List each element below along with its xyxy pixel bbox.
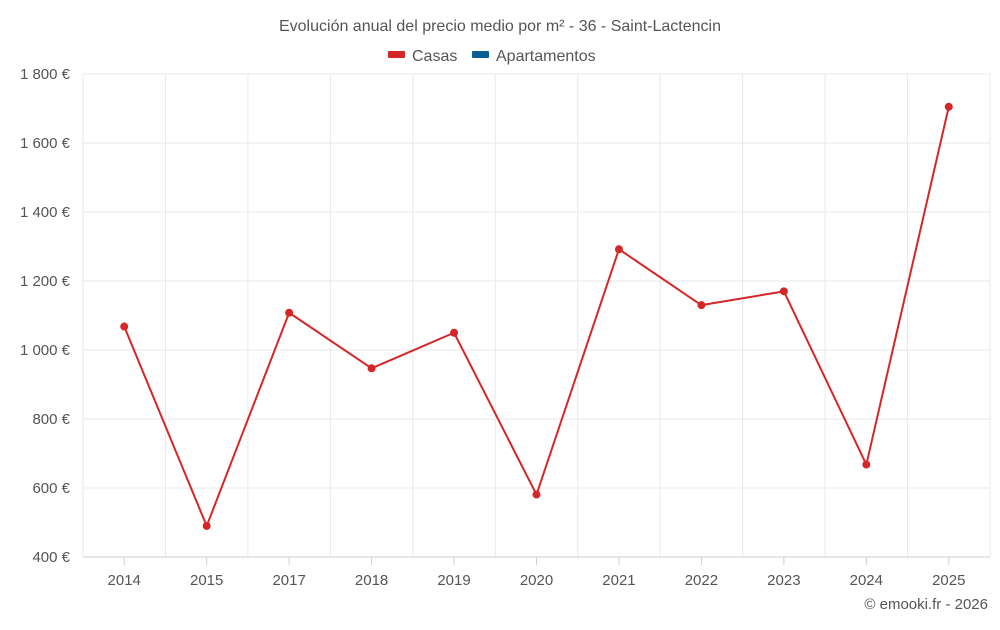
x-tick-label: 2023 [767, 572, 800, 589]
data-point-casas-2020[interactable] [532, 490, 541, 499]
y-tick-label: 1 400 € [20, 204, 71, 221]
data-point-casas-2024[interactable] [862, 460, 871, 469]
y-tick-label: 400 € [32, 549, 70, 566]
legend-item-casas[interactable]: Casas [388, 48, 457, 65]
legend-swatch-apartamentos [472, 51, 489, 58]
y-tick-label: 800 € [32, 411, 70, 428]
data-point-casas-2022[interactable] [697, 301, 706, 310]
legend: Casas Apartamentos [388, 48, 596, 65]
data-point-casas-2019[interactable] [450, 328, 459, 337]
x-tick-label: 2024 [850, 572, 883, 589]
x-tick-label: 2015 [190, 572, 223, 589]
x-axis: 2014 2015 2017 2018 2019 2020 2021 2022 2023 2024… [83, 556, 990, 589]
data-point-casas-2025[interactable] [944, 102, 953, 111]
data-point-casas-2015[interactable] [202, 521, 211, 530]
x-tick-label: 2021 [602, 572, 635, 589]
x-tick-label: 2014 [108, 572, 141, 589]
data-point-casas-2018[interactable] [367, 364, 376, 373]
legend-label-apartamentos: Apartamentos [496, 48, 596, 65]
grid [82, 73, 991, 557]
x-tick-label: 2017 [272, 572, 305, 589]
data-point-casas-2023[interactable] [779, 287, 788, 296]
x-tick-label: 2020 [520, 572, 553, 589]
y-axis: 400 € 600 € 800 € 1 000 € 1 200 € 1 400 € 1 60… [20, 66, 71, 566]
y-tick-label: 600 € [32, 480, 70, 497]
y-tick-label: 1 200 € [20, 273, 71, 290]
y-tick-label: 1 800 € [20, 66, 71, 83]
chart-title: Evolución anual del precio medio por m² … [279, 18, 721, 35]
y-tick-label: 1 600 € [20, 135, 71, 152]
x-tick-label: 2022 [685, 572, 718, 589]
legend-label-casas: Casas [412, 48, 457, 65]
data-point-casas-2017[interactable] [285, 308, 294, 317]
legend-swatch-casas [388, 51, 405, 58]
legend-item-apartamentos[interactable]: Apartamentos [472, 48, 596, 65]
data-point-casas-2021[interactable] [614, 245, 623, 254]
x-tick-label: 2019 [437, 572, 470, 589]
x-tick-label: 2018 [355, 572, 388, 589]
y-tick-label: 1 000 € [20, 342, 71, 359]
credit-text: © emooki.fr - 2026 [864, 596, 988, 613]
data-point-casas-2014[interactable] [120, 322, 129, 331]
series-layer [120, 102, 953, 530]
x-tick-label: 2025 [932, 572, 965, 589]
